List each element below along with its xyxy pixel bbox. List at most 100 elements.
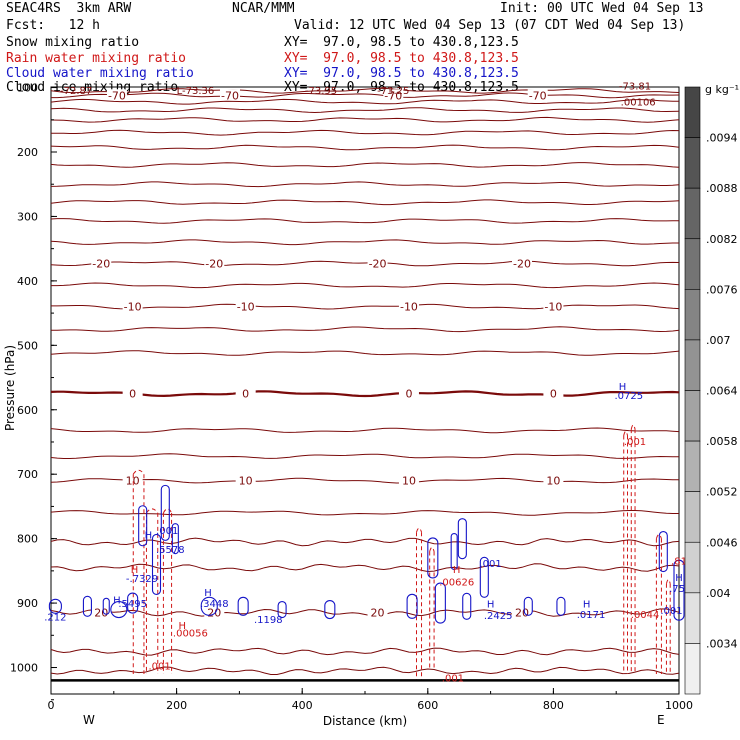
cloud-water-cell bbox=[277, 600, 287, 619]
y-tick-label: 800 bbox=[17, 533, 38, 546]
cloud-water-cell bbox=[138, 505, 148, 547]
legend-snow-label: Snow mixing ratio bbox=[6, 35, 140, 50]
cloud-water-cell bbox=[556, 596, 566, 616]
isotherm-line bbox=[50, 98, 679, 105]
isotherm-label-bg bbox=[383, 89, 404, 101]
isotherm-label-bg bbox=[512, 257, 532, 269]
isotherm-label: 20 bbox=[94, 607, 108, 620]
isotherm-line bbox=[50, 563, 680, 573]
legend-cloudwater-label: Cloud water mixing ratio bbox=[6, 66, 194, 81]
isotherm-line bbox=[50, 87, 680, 94]
isotherm-line bbox=[50, 181, 680, 188]
rain-contour-top bbox=[623, 431, 628, 436]
legend-cloudwater-xy: XY= 97.0, 98.5 to 430.8,123.5 bbox=[284, 66, 519, 81]
isotherm-label-bg bbox=[122, 300, 143, 312]
contour-annotation: .81 bbox=[671, 556, 687, 567]
contour-annotation: .00056 bbox=[173, 629, 208, 640]
contour-annotation: .001 bbox=[660, 606, 682, 617]
cloud-water-cell bbox=[427, 537, 439, 579]
isotherm-label-bg bbox=[398, 387, 419, 399]
rain-contour-top bbox=[162, 508, 173, 514]
contour-annotation: .212 bbox=[44, 612, 66, 623]
legend-rain-xy: XY= 97.0, 98.5 to 430.8,123.5 bbox=[284, 51, 519, 66]
contour-annotation: H bbox=[675, 573, 683, 584]
isotherm-line bbox=[50, 608, 680, 617]
cloud-water-cell bbox=[457, 518, 467, 560]
cloud-water-cell bbox=[171, 523, 179, 555]
isotherm-label: 0 bbox=[550, 388, 557, 401]
isotherm-label-bg bbox=[106, 89, 127, 101]
isotherm-label-bg bbox=[543, 387, 564, 399]
isotherm-label-bg bbox=[204, 606, 225, 618]
isotherm-line bbox=[50, 199, 680, 206]
isotherm-label: -10 bbox=[400, 301, 418, 314]
cloud-water-cell bbox=[82, 595, 92, 617]
isotherm-line bbox=[51, 92, 680, 99]
contour-annotation: H bbox=[113, 596, 121, 607]
cloud-water-cell bbox=[450, 532, 458, 571]
legend-rain-label: Rain water mixing ratio bbox=[6, 51, 187, 66]
isotherm-line bbox=[50, 162, 680, 168]
top-extreme-label: -73.81 bbox=[619, 81, 651, 92]
colorbar-label: .0088 bbox=[706, 182, 738, 195]
rain-contour-top bbox=[416, 527, 422, 533]
cloud-water-cell bbox=[324, 599, 336, 620]
contour-annotation: .5578 bbox=[156, 545, 185, 556]
isotherm-label: 10 bbox=[402, 475, 416, 488]
isotherm-label-bg bbox=[91, 257, 112, 269]
isotherm-line bbox=[50, 218, 679, 224]
contour-annotation: .5495 bbox=[118, 599, 147, 610]
y-tick-label: 900 bbox=[17, 597, 38, 610]
isotherm-label-bg bbox=[512, 606, 532, 618]
y-tick-label: 200 bbox=[17, 146, 38, 159]
cloud-water-cell bbox=[658, 530, 668, 573]
top-extreme-label: L-73.36 bbox=[177, 86, 215, 97]
contour-annotation: .001 bbox=[149, 661, 171, 672]
y-tick-label: 600 bbox=[17, 404, 38, 417]
isotherm-label-bg bbox=[543, 474, 564, 486]
isotherm-label-bg bbox=[543, 300, 564, 312]
isotherm-line bbox=[50, 326, 680, 333]
contour-annotation: H bbox=[583, 600, 591, 611]
contour-annotation: H bbox=[204, 588, 212, 599]
cloud-water-cell bbox=[110, 600, 128, 619]
contour-annotation: .0044 bbox=[631, 610, 660, 621]
isotherm-label: 10 bbox=[126, 475, 140, 488]
isotherm-label: -20 bbox=[205, 257, 223, 270]
x-tick-label: 200 bbox=[166, 699, 187, 712]
y-tick-label: 700 bbox=[17, 468, 38, 481]
isotherm-label: -10 bbox=[237, 301, 255, 314]
isotherm-label-bg bbox=[235, 474, 256, 486]
isotherm-label-bg bbox=[235, 300, 256, 312]
top-extreme-label: -72.87 bbox=[60, 86, 92, 97]
cloud-water-contours bbox=[48, 484, 685, 682]
valid-time: Valid: 12 UTC Wed 04 Sep 13 (07 CDT Wed … bbox=[294, 18, 686, 33]
contour-annotation: H bbox=[178, 621, 186, 632]
cloud-water-cell bbox=[200, 596, 218, 616]
cloud-water-cell bbox=[237, 596, 249, 616]
isotherm-line bbox=[50, 390, 680, 398]
isotherm-label: 20 bbox=[515, 607, 529, 620]
isotherm-line bbox=[50, 350, 680, 356]
isotherm-label: -70 bbox=[384, 89, 402, 102]
contour-annotation: H bbox=[131, 565, 139, 576]
isotherm-label-bg bbox=[91, 606, 112, 618]
contour-annotation: .001 bbox=[442, 674, 464, 685]
isotherm-line bbox=[50, 427, 680, 434]
isotherm-line bbox=[50, 453, 680, 459]
colorbar-swatch bbox=[684, 339, 701, 391]
cloud-water-cell bbox=[523, 596, 533, 616]
isotherm-label: -20 bbox=[513, 257, 531, 270]
colorbar-label: .0052 bbox=[706, 486, 738, 499]
colorbar-swatch bbox=[684, 390, 701, 442]
isotherm-label-bg bbox=[527, 89, 548, 101]
isotherm-label-bg bbox=[235, 387, 256, 399]
contour-annotations: -72.87 L-73.36 -73.95 -73.25 -73.81 .00106 .21… bbox=[44, 81, 691, 684]
isotherm-line bbox=[50, 510, 679, 516]
isotherm-label-bg bbox=[219, 89, 240, 101]
contour-annotation: H bbox=[619, 382, 627, 393]
cloud-water-cell bbox=[673, 559, 685, 621]
cloud-water-cell bbox=[102, 597, 110, 615]
isotherm-label: -70 bbox=[529, 89, 547, 102]
isotherm-label: 10 bbox=[546, 475, 560, 488]
